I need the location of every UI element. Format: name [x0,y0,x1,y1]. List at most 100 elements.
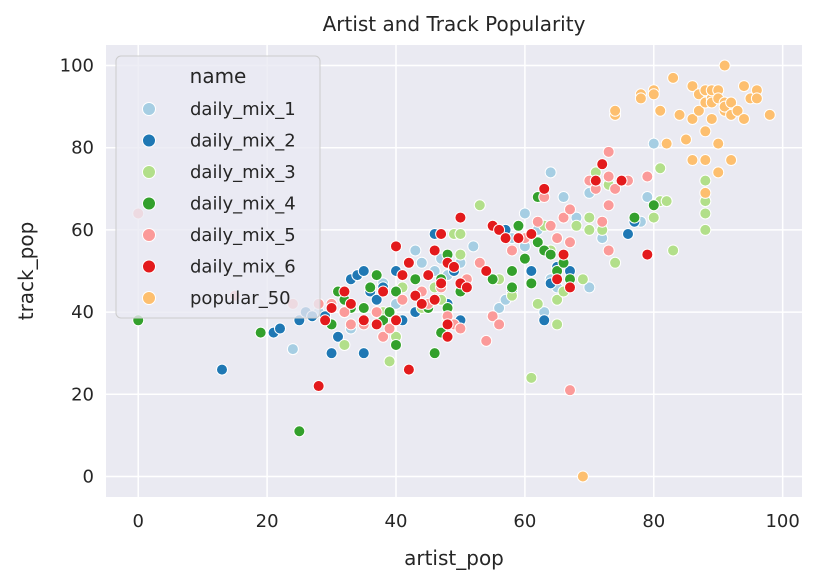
data-point [370,269,383,282]
legend-label: daily_mix_2 [190,131,296,152]
legend-box [115,55,321,319]
data-point [641,248,654,261]
data-point [699,186,712,199]
data-point [551,232,564,245]
data-point [622,228,634,241]
data-point [725,154,738,167]
data-point [564,203,576,216]
data-point [473,199,486,212]
data-point [686,80,699,93]
data-point [551,293,564,306]
data-point [216,363,228,376]
data-point [538,182,551,195]
data-point [512,219,525,232]
data-point [486,273,499,286]
data-point [441,330,454,343]
x-tick-label: 0 [132,511,143,532]
data-point [647,211,660,224]
x-tick-label: 40 [385,511,408,532]
y-tick-label: 0 [83,466,94,487]
data-point [680,133,692,146]
legend-label: daily_mix_1 [190,99,296,120]
data-point [570,219,583,232]
data-point [254,326,267,339]
data-point [660,195,673,208]
data-point [551,318,564,331]
x-tick-label: 20 [256,511,279,532]
data-point [344,318,357,331]
legend: name daily_mix_1 daily_mix_2 daily_mix_3da… [115,55,321,319]
data-point [325,301,338,314]
data-point [525,228,538,241]
data-point [344,297,357,310]
data-point [596,215,609,228]
legend-items: daily_mix_1 daily_mix_2 daily_mix_3 daily_m… [142,99,296,309]
data-point [377,285,390,298]
data-point [712,137,725,150]
data-point [338,285,351,298]
data-point [531,297,544,310]
data-point [673,108,686,121]
data-point [692,104,705,117]
data-point [615,174,628,187]
legend-label: daily_mix_6 [190,257,296,278]
data-point [506,244,518,257]
legend-label: daily_mix_3 [190,162,296,183]
data-point [454,248,467,261]
data-point [699,223,712,236]
data-point [460,281,473,294]
data-point [544,248,557,261]
data-point [338,338,351,351]
data-point [628,211,641,224]
data-point [544,219,557,232]
data-point [647,137,660,150]
data-point [512,232,525,245]
data-point [370,306,383,319]
data-point [402,256,415,269]
data-point [609,256,622,269]
data-point [641,170,654,183]
data-point [390,240,402,253]
data-point [415,297,428,310]
data-point [377,330,390,343]
data-point [383,355,396,368]
data-point [435,277,448,290]
x-axis-label: artist_pop [404,546,504,570]
data-point [441,318,454,331]
data-point [448,260,460,273]
data-point [396,293,409,306]
data-point [319,314,332,327]
data-point [428,347,441,360]
data-point [583,281,596,294]
data-point [544,166,557,179]
y-tick-label: 20 [71,384,94,405]
data-point [338,306,351,319]
data-point [609,182,622,195]
data-point [699,154,712,167]
data-point [493,318,506,331]
data-point [325,347,338,360]
data-point [428,293,441,306]
data-point [525,277,538,290]
data-point [667,244,680,257]
data-point [473,256,486,269]
data-point [564,384,576,397]
data-point [634,92,647,105]
data-point [454,228,467,241]
legend-marker [142,102,156,116]
data-point [370,293,383,306]
data-point [480,334,493,347]
data-point [705,112,718,125]
data-point [274,322,286,335]
data-point [390,285,402,298]
data-point [506,281,518,294]
data-point [654,162,667,175]
series-popular-50 [576,59,776,483]
data-point [415,256,428,269]
legend-marker [142,133,156,148]
data-point [583,223,596,236]
legend-label: daily_mix_4 [190,194,296,215]
data-point [583,211,596,224]
data-point [738,80,750,93]
data-point [357,301,370,314]
